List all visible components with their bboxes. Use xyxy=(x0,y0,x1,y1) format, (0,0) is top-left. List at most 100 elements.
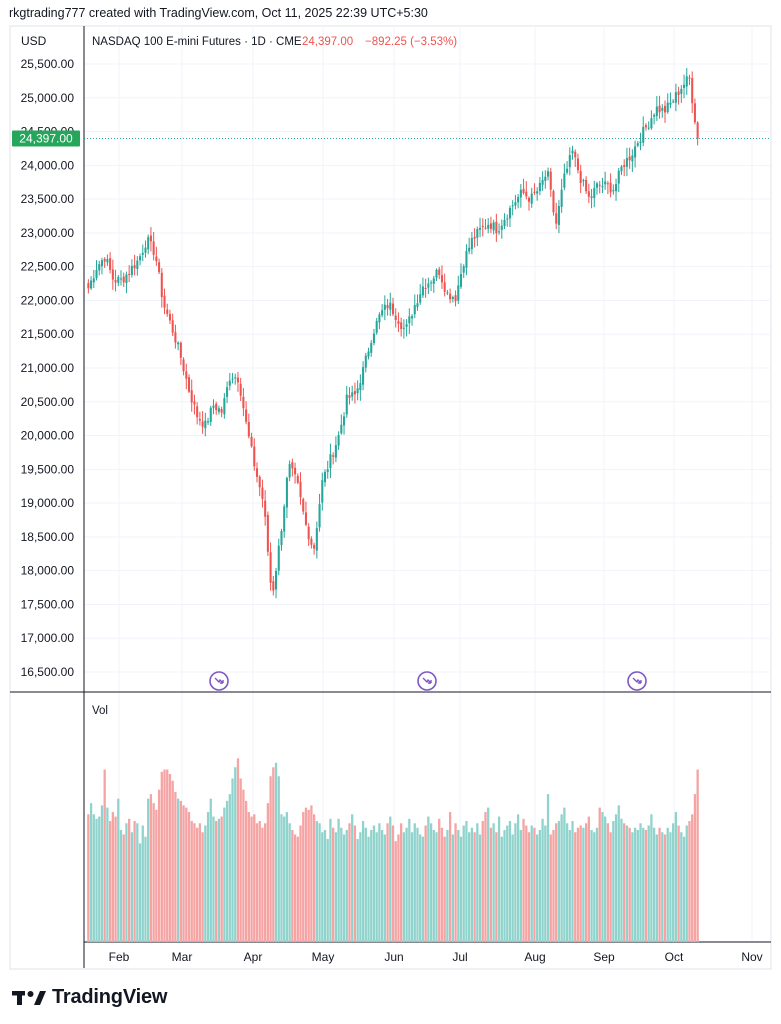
volume-bar xyxy=(688,821,691,942)
candle-body xyxy=(568,155,571,168)
candle-body xyxy=(639,141,642,143)
candle-body xyxy=(204,420,207,429)
volume-bar xyxy=(530,825,533,942)
candle-body xyxy=(348,395,351,398)
volume-bar xyxy=(372,825,376,942)
volume-bar xyxy=(500,836,503,942)
volume-bar xyxy=(323,830,327,942)
volume-bar xyxy=(98,816,101,942)
volume-bar xyxy=(590,830,593,942)
volume-bar xyxy=(644,830,648,942)
volume-bar xyxy=(546,794,550,942)
candle-body xyxy=(552,191,555,213)
candle-body xyxy=(451,296,454,299)
volume-bar xyxy=(272,767,275,942)
candle-body xyxy=(405,324,408,327)
volume-bar xyxy=(176,798,180,942)
candle-body xyxy=(275,570,278,590)
volume-bar xyxy=(253,814,256,942)
candle-body xyxy=(114,280,117,283)
candle-body xyxy=(647,127,650,129)
candle-body xyxy=(476,228,479,238)
volume-bar xyxy=(370,830,373,942)
candle-body xyxy=(318,504,321,528)
candle-body xyxy=(261,487,264,499)
candle-body xyxy=(620,166,623,172)
volume-bar xyxy=(514,823,517,942)
volume-bar xyxy=(266,803,270,942)
candle-body xyxy=(571,150,574,154)
volume-bar xyxy=(633,827,637,942)
candle-body xyxy=(508,207,511,219)
candle-body xyxy=(644,125,647,128)
volume-bar xyxy=(669,832,672,942)
volume-bar xyxy=(492,823,495,942)
candle-body xyxy=(149,235,152,242)
candle-body xyxy=(590,196,593,199)
volume-bar xyxy=(652,827,656,942)
candle-body xyxy=(642,126,645,143)
candle-body xyxy=(166,309,169,314)
volume-bar xyxy=(478,834,482,942)
candle-body xyxy=(391,303,395,315)
volume-bar xyxy=(348,823,351,942)
candle-body xyxy=(386,305,389,309)
candle-body xyxy=(685,76,688,87)
y-tick-label: 20,000.00 xyxy=(21,429,75,443)
volume-bar xyxy=(663,834,667,942)
last-price-label: 24,397.00 xyxy=(302,36,353,48)
candle-body xyxy=(696,122,699,139)
x-tick-label: Feb xyxy=(109,950,130,964)
volume-bar xyxy=(315,821,318,942)
candlestick-chart[interactable]: 25,500.0025,000.0024,500.0024,000.0023,5… xyxy=(0,0,781,980)
candle-body xyxy=(674,92,677,103)
volume-bar xyxy=(304,807,308,942)
candle-body xyxy=(479,227,482,230)
candle-body xyxy=(193,401,196,405)
candle-body xyxy=(185,371,188,379)
volume-bar xyxy=(682,836,686,942)
volume-bar xyxy=(389,816,392,942)
volume-bar xyxy=(435,832,438,942)
volume-bar xyxy=(128,818,131,942)
candle-body xyxy=(285,477,288,508)
volume-bar xyxy=(147,798,150,942)
candle-body xyxy=(117,277,120,283)
candle-body xyxy=(158,262,161,273)
volume-bar xyxy=(310,805,313,942)
candle-body xyxy=(334,445,337,458)
candle-body xyxy=(383,304,386,310)
volume-bar xyxy=(661,832,664,942)
candle-body xyxy=(345,394,348,415)
volume-bar xyxy=(312,814,316,942)
candle-body xyxy=(226,387,229,397)
y-tick-label: 25,500.00 xyxy=(21,57,75,71)
candle-body xyxy=(522,188,525,194)
volume-bar xyxy=(584,823,588,942)
candle-body xyxy=(389,302,392,310)
candle-body xyxy=(95,269,98,279)
candle-body xyxy=(587,191,590,197)
volume-bar xyxy=(582,827,585,942)
volume-bar xyxy=(413,823,416,942)
candle-body xyxy=(253,446,256,467)
candle-body xyxy=(465,251,468,268)
candle-body xyxy=(160,272,163,298)
volume-bar xyxy=(291,830,294,942)
candle-body xyxy=(332,455,335,457)
candle-body xyxy=(419,294,422,303)
volume-bar xyxy=(255,823,259,942)
candle-body xyxy=(402,327,405,329)
y-tick-label: 19,000.00 xyxy=(21,496,75,510)
volume-bar xyxy=(125,823,128,942)
candle-body xyxy=(601,186,604,188)
candle-body xyxy=(492,222,495,231)
volume-bar xyxy=(574,832,577,942)
candle-body xyxy=(593,188,596,199)
candle-body xyxy=(103,258,106,262)
candle-body xyxy=(307,526,310,540)
candle-body xyxy=(269,552,272,583)
volume-bar xyxy=(497,816,501,942)
volume-bar xyxy=(383,834,386,942)
volume-bar xyxy=(631,832,634,942)
